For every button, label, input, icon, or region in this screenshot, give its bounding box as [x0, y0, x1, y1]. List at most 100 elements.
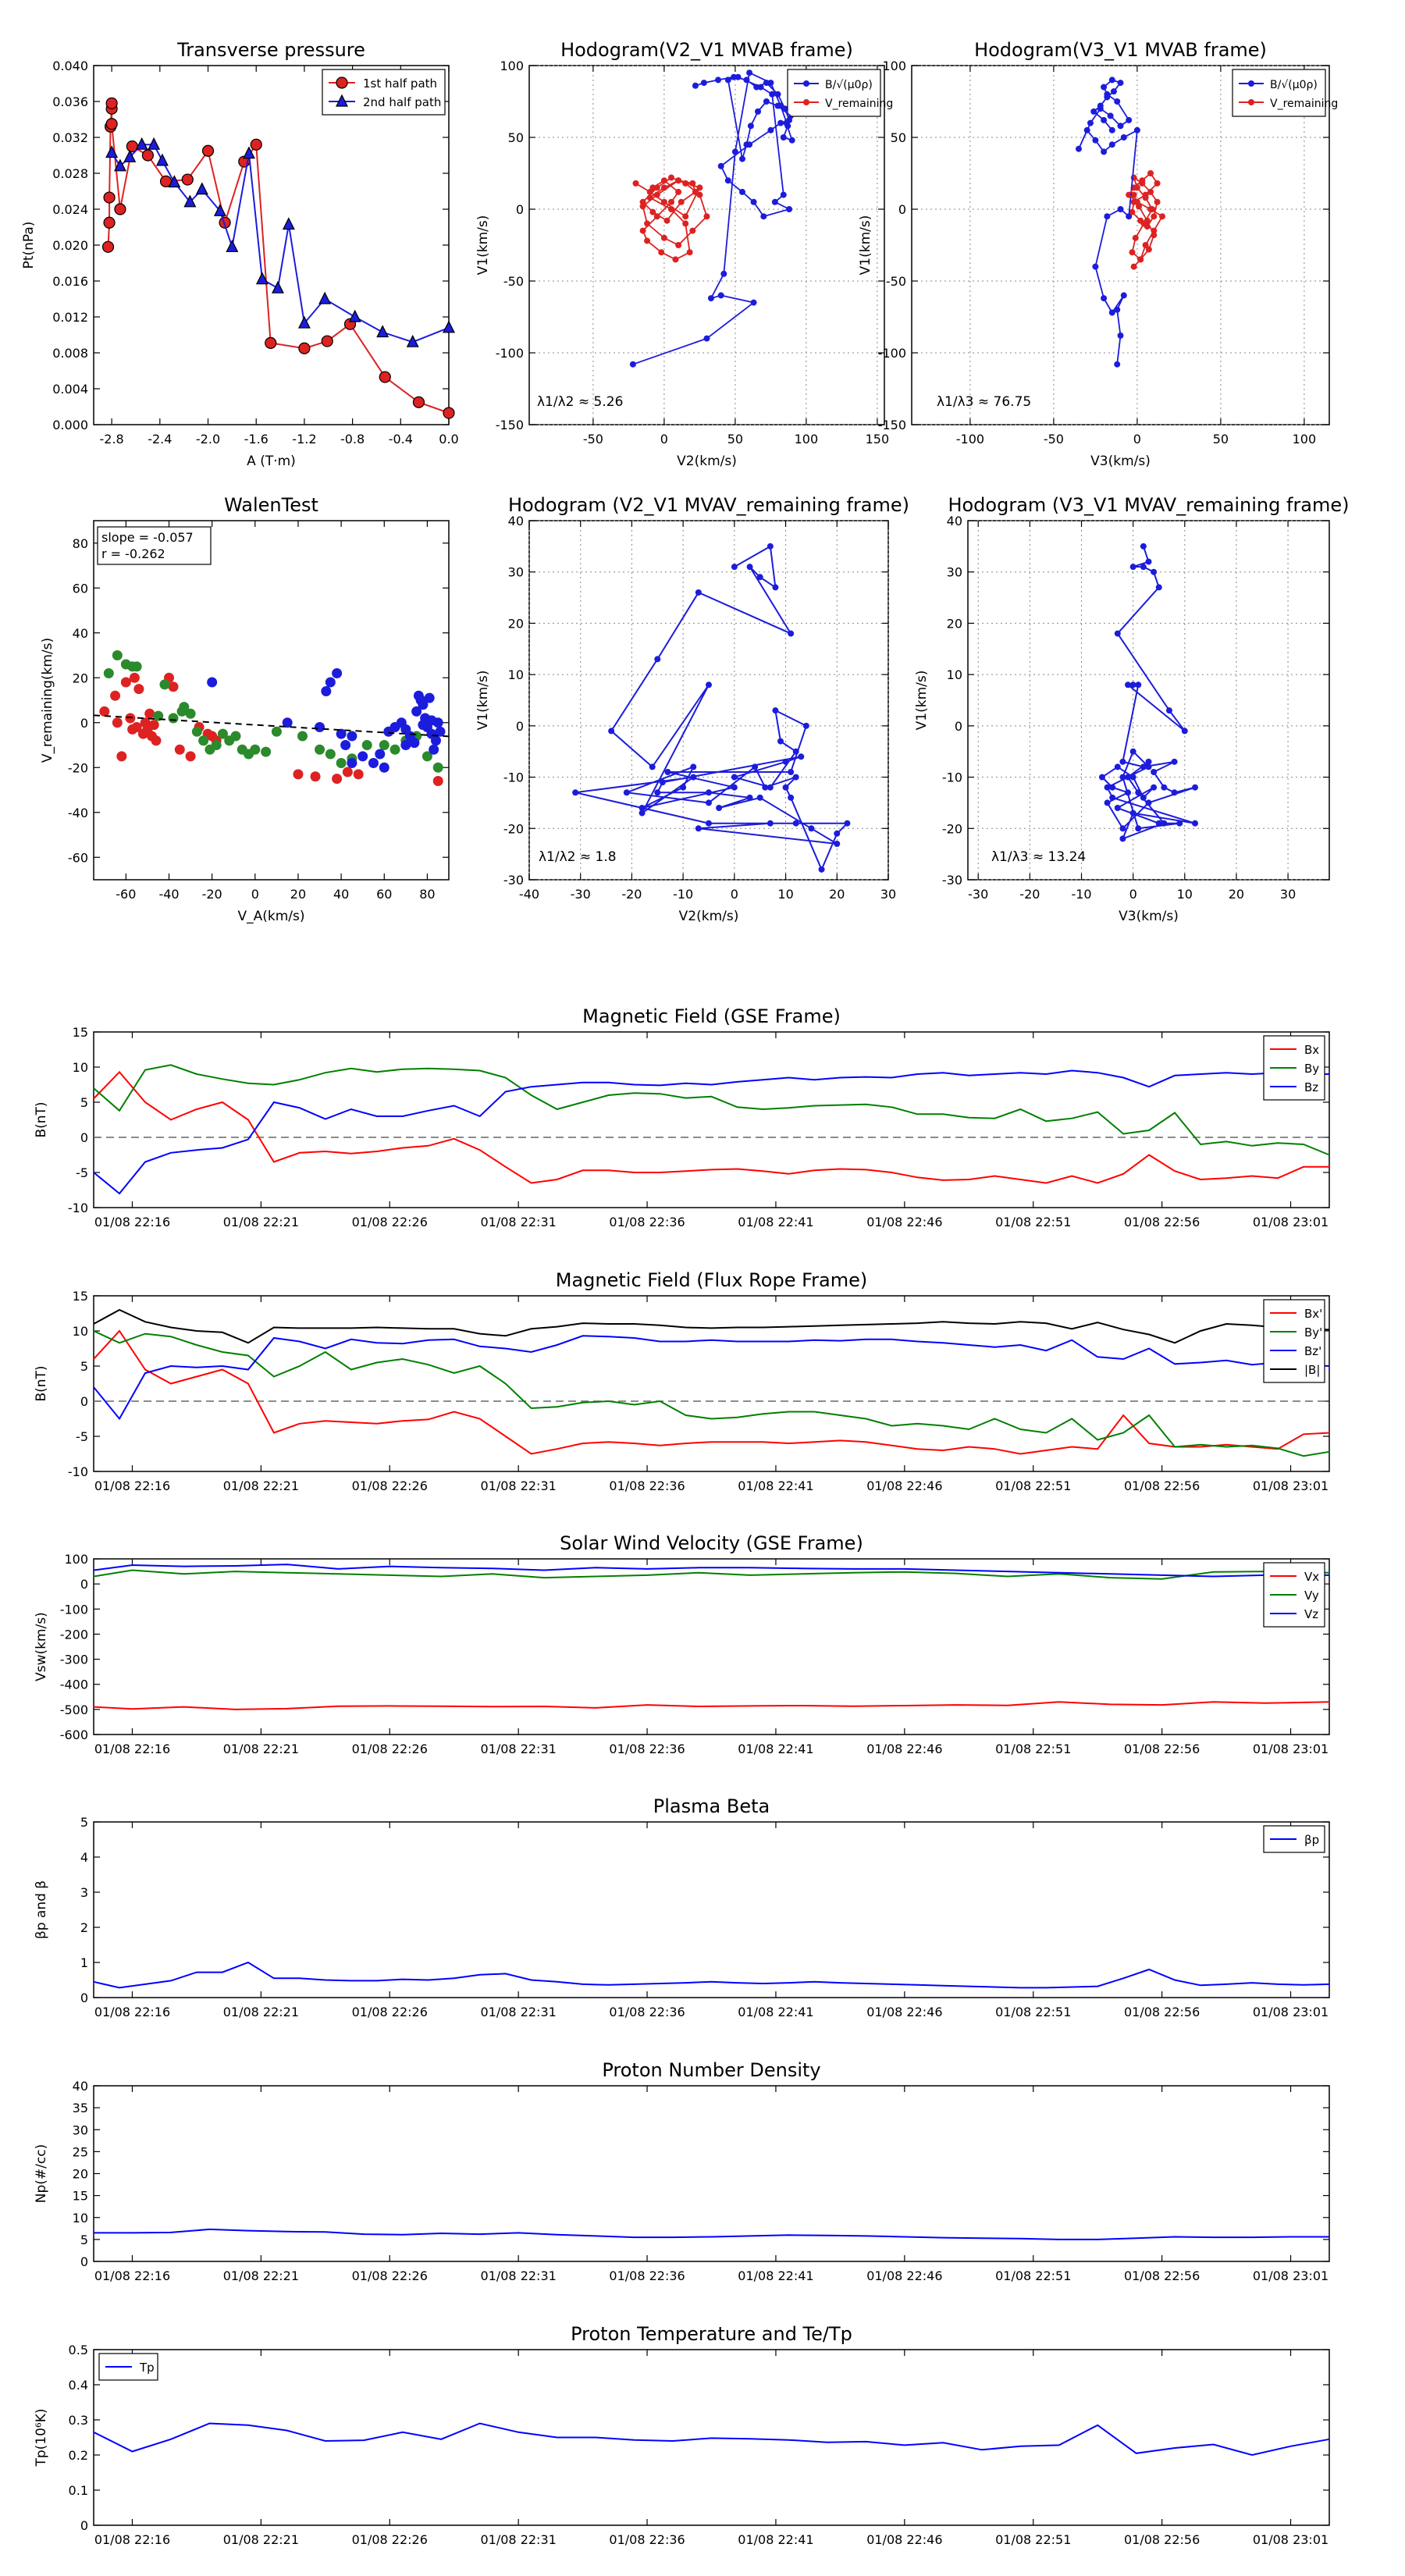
x-tick-label: 01/08 22:56	[1124, 1215, 1200, 1229]
data-point	[695, 825, 702, 832]
data-point	[298, 342, 311, 354]
data-point	[1145, 558, 1152, 565]
x-tick-label: -40	[158, 887, 179, 902]
data-point	[261, 746, 272, 757]
y-tick-label: 15	[73, 1025, 88, 1040]
hodogram-lines-2	[1078, 79, 1164, 365]
data-point	[1104, 799, 1111, 806]
x-tick-label: 150	[866, 432, 890, 447]
data-point	[105, 97, 118, 109]
series-line	[93, 1701, 1330, 1710]
legend-label: V_remaining	[1270, 98, 1338, 110]
x-tick-label: 01/08 23:01	[1253, 1215, 1329, 1229]
x-tick-label: -20	[202, 887, 222, 902]
y-tick-label: 0.1	[69, 2483, 88, 2498]
ratio-annotation: λ1/λ2 ≈ 5.26	[537, 394, 623, 410]
data-point	[1171, 789, 1178, 796]
data-point	[777, 738, 784, 745]
chart-title: Proton Number Density	[602, 2059, 820, 2081]
data-point	[271, 726, 282, 737]
series-line	[93, 1064, 1330, 1156]
data-point	[424, 692, 435, 703]
y-tick-label: 20	[73, 671, 88, 685]
data-point	[217, 728, 228, 739]
plot-area	[93, 1821, 1330, 1998]
y-axis-label: B(nT)	[34, 1365, 49, 1401]
legend-marker	[803, 99, 809, 105]
x-tick-label: 01/08 22:41	[738, 2532, 813, 2547]
legend-label: By	[1304, 1062, 1319, 1076]
data-point	[201, 144, 215, 157]
data-point	[379, 371, 391, 383]
x-tick-label: -2.0	[196, 432, 220, 447]
x-tick-label: -10	[673, 887, 693, 902]
data-point	[321, 686, 332, 696]
data-point	[782, 784, 789, 791]
series-line	[93, 1335, 1330, 1421]
data-point	[659, 779, 666, 786]
x-tick-label: 01/08 22:31	[481, 1742, 557, 1756]
chart-timeseries-7: -10 -5 0 5 10 15 01/08 22:16 01/08 22:21 01/08 2…	[34, 1269, 1330, 1493]
y-tick-label: -200	[60, 1627, 88, 1642]
chart-timeseries-6: -10 -5 0 5 10 15 01/08 22:16 01/08 22:21 01/08 2…	[34, 1005, 1330, 1229]
x-tick-label: -1.6	[244, 432, 269, 447]
data-point	[411, 706, 422, 717]
x-tick-label: -40	[519, 887, 539, 902]
x-tick-label: 01/08 22:51	[995, 2005, 1071, 2019]
x-tick-label: 01/08 22:21	[223, 1215, 299, 1229]
y-axis-label: V_remaining(km/s)	[40, 638, 55, 763]
data-point	[746, 794, 753, 801]
data-point	[412, 396, 425, 408]
legend-marker	[803, 80, 809, 87]
x-tick-label: -30	[571, 887, 591, 902]
data-point	[680, 784, 687, 791]
data-point	[1181, 728, 1188, 735]
data-point	[168, 175, 181, 188]
series-line	[1127, 172, 1164, 268]
series-line	[93, 2422, 1330, 2457]
x-tick-label: 20	[829, 887, 845, 902]
data-point	[1161, 784, 1168, 791]
data-point	[1076, 145, 1082, 152]
y-tick-label: 35	[73, 2101, 88, 2115]
legend-label: |B|	[1304, 1363, 1320, 1377]
y-tick-label: -5	[76, 1165, 88, 1180]
data-point	[443, 320, 455, 333]
chart-title: Magnetic Field (GSE Frame)	[582, 1005, 841, 1027]
fit-line	[93, 714, 450, 738]
x-tick-label: 10	[1177, 887, 1193, 902]
data-point	[185, 751, 196, 762]
y-tick-label: 3	[80, 1885, 88, 1900]
data-point	[99, 706, 110, 717]
data-point	[379, 740, 389, 750]
data-point	[409, 738, 420, 749]
y-tick-label: 100	[882, 59, 906, 73]
y-tick-label: 2	[80, 1920, 88, 1935]
data-point	[1119, 774, 1126, 781]
y-tick-label: 0	[898, 202, 906, 217]
data-point	[348, 309, 361, 322]
y-axis-label: V1(km/s)	[858, 215, 873, 276]
data-point	[315, 744, 325, 755]
data-point	[282, 217, 295, 230]
y-tick-label: -100	[496, 346, 524, 361]
data-point	[219, 216, 231, 229]
data-point	[1155, 820, 1162, 827]
y-tick-label: 0.024	[52, 202, 88, 217]
data-point	[649, 763, 656, 770]
data-point	[230, 731, 241, 742]
data-point	[1140, 564, 1147, 571]
chart-title: Hodogram (V2_V1 MVAV_remaining frame)	[508, 494, 909, 516]
data-point	[629, 361, 636, 368]
x-tick-label: 01/08 22:51	[995, 1215, 1071, 1229]
legend-label: 1st half path	[363, 76, 437, 91]
y-tick-label: 4	[80, 1850, 88, 1865]
data-point	[272, 280, 284, 294]
x-tick-label: 01/08 22:56	[1124, 2268, 1200, 2283]
data-point	[426, 715, 437, 726]
data-point	[179, 702, 190, 713]
data-point	[103, 216, 116, 229]
x-tick-label: -20	[621, 887, 642, 902]
y-tick-label: 5	[80, 1359, 88, 1374]
data-point	[151, 735, 162, 746]
